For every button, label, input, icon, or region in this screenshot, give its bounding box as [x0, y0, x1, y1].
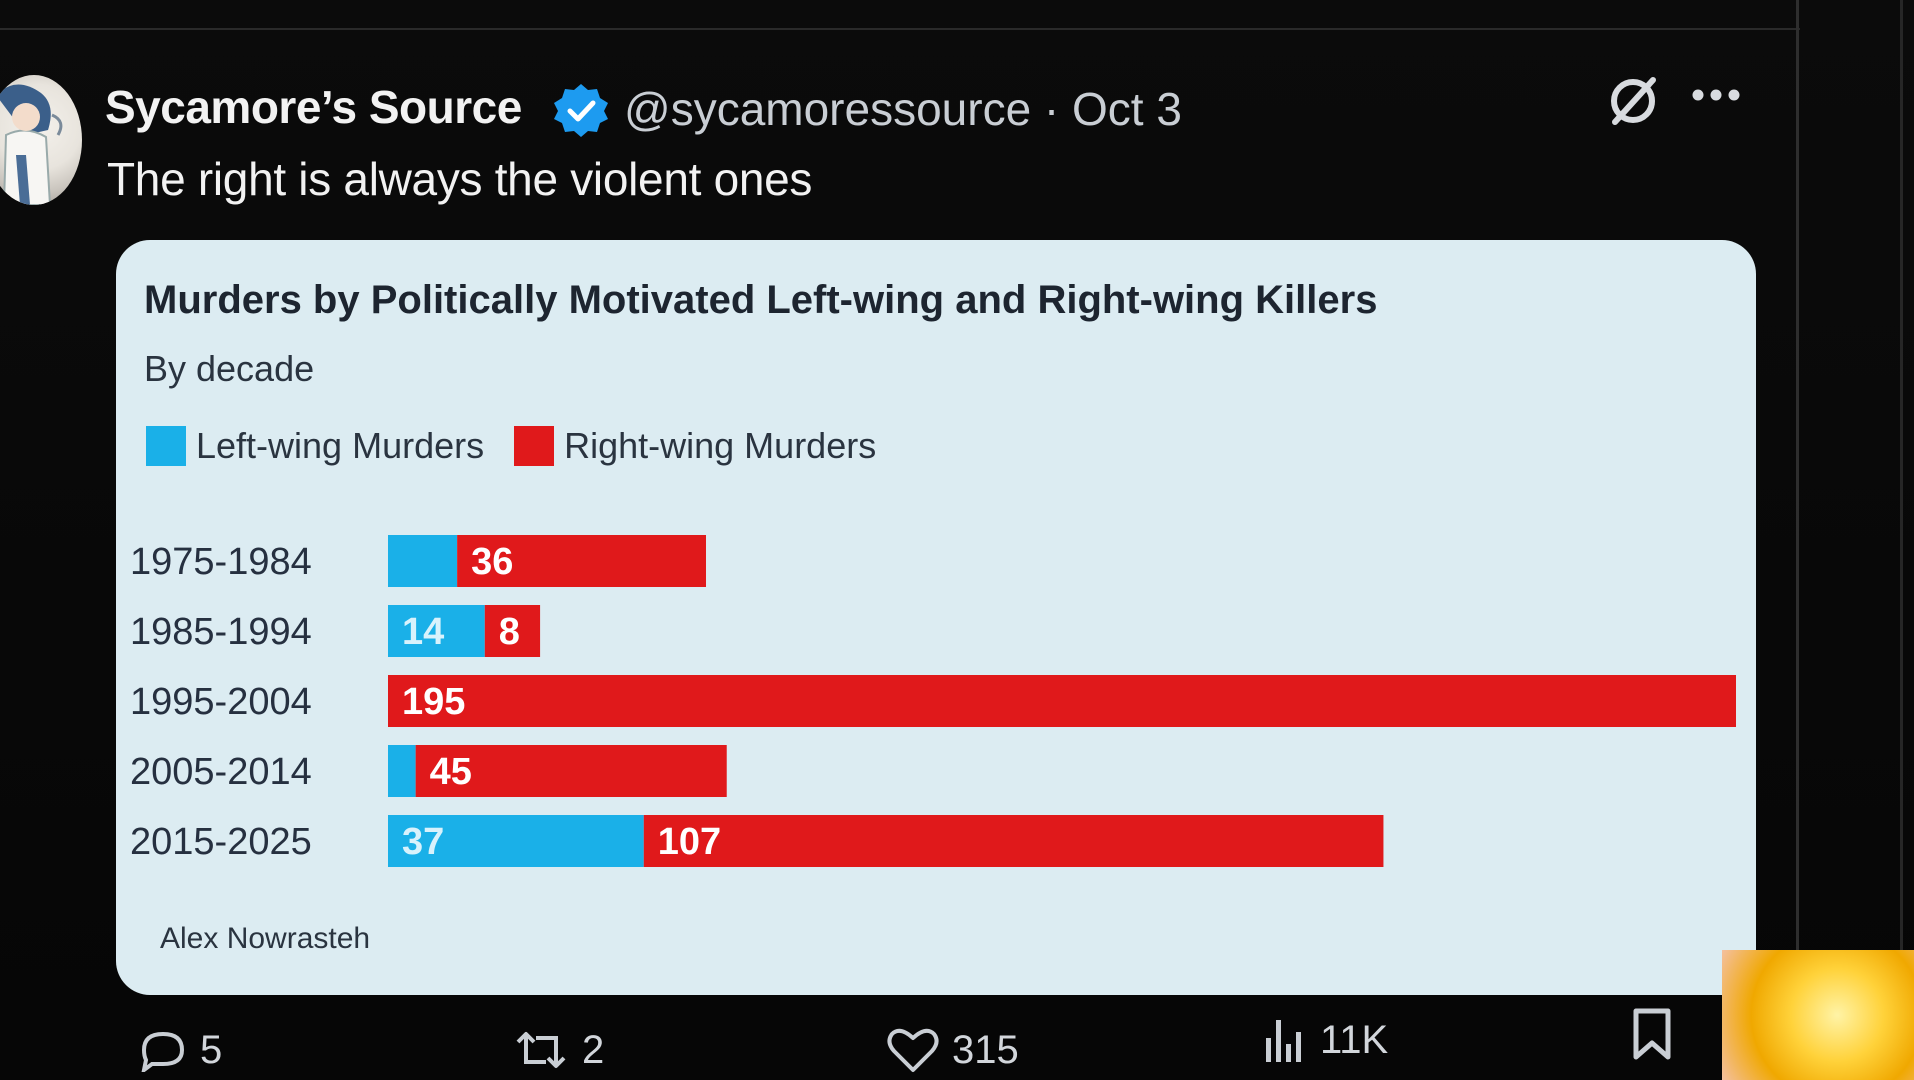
- bookmark-button[interactable]: [1632, 1004, 1672, 1064]
- data-label-left-wing: 37: [402, 821, 444, 863]
- bar-chart: 1975-1984 36 1985-1994 14 8 1995-2004 195 2005-…: [130, 535, 1736, 867]
- category-label: 2015-2025: [130, 821, 312, 863]
- bar-right-wing: [484, 605, 541, 657]
- repost-icon: [516, 1032, 566, 1068]
- handle-and-date[interactable]: @sycamoressource · Oct 3: [624, 83, 1182, 135]
- category-label: 1975-1984: [130, 541, 312, 583]
- avatar[interactable]: [0, 75, 82, 205]
- legend-item-left-wing: Left-wing Murders: [146, 425, 484, 467]
- like-count: 315: [952, 1027, 1019, 1072]
- data-label-right-wing: 45: [430, 751, 472, 793]
- reply-count: 5: [200, 1027, 223, 1072]
- data-label-right-wing: 8: [499, 611, 520, 653]
- data-label-left-wing: 14: [402, 611, 444, 653]
- bar-right-wing: [457, 535, 706, 587]
- column-divider: [1796, 0, 1799, 1080]
- legend-label-right-wing: Right-wing Murders: [564, 425, 877, 466]
- bar-left-wing: [388, 605, 485, 657]
- bar-left-wing: [388, 745, 416, 797]
- data-label-right-wing: 195: [402, 681, 465, 723]
- tweet-text: The right is always the violent ones: [107, 153, 813, 205]
- legend-label-left-wing: Left-wing Murders: [196, 425, 485, 466]
- bar-right-wing: [388, 675, 1736, 727]
- repost-button[interactable]: 2: [512, 1020, 604, 1080]
- reply-button[interactable]: 5: [138, 1020, 222, 1080]
- sidebar-divider: [1900, 0, 1903, 1080]
- display-name[interactable]: Sycamore’s Source: [105, 81, 522, 133]
- bookmark-icon: [1633, 1008, 1671, 1060]
- bar-left-wing: [388, 815, 644, 867]
- view-count: 11K: [1320, 1017, 1389, 1062]
- views-icon: [1266, 1020, 1301, 1062]
- chart-legend: Left-wing Murders Right-wing Murders: [146, 425, 906, 467]
- grok-icon[interactable]: [1605, 72, 1661, 128]
- reply-icon: [141, 1031, 185, 1072]
- data-label-right-wing: 36: [471, 541, 513, 583]
- repost-count: 2: [582, 1027, 605, 1072]
- verified-badge-icon: [553, 82, 609, 138]
- chart-title: Murders by Politically Motivated Left-wi…: [144, 278, 1378, 322]
- bar-left-wing: [388, 535, 458, 587]
- category-label: 1995-2004: [130, 681, 312, 723]
- screen-glare: [1722, 950, 1914, 1080]
- top-divider: [0, 28, 1800, 30]
- views-button[interactable]: 11K: [1262, 1010, 1388, 1070]
- category-label: 1985-1994: [130, 611, 312, 653]
- legend-item-right-wing: Right-wing Murders: [514, 425, 876, 467]
- heart-icon: [887, 1028, 939, 1072]
- like-button[interactable]: 315: [886, 1020, 1019, 1080]
- bar-right-wing: [643, 815, 1384, 867]
- chart-card[interactable]: Murders by Politically Motivated Left-wi…: [116, 240, 1756, 995]
- data-label-right-wing: 107: [658, 821, 721, 863]
- legend-swatch-left-wing: [146, 426, 186, 466]
- more-options-icon[interactable]: [1690, 80, 1742, 110]
- chart-source: Alex Nowrasteh: [160, 922, 371, 955]
- bar-right-wing: [415, 745, 727, 797]
- category-label: 2005-2014: [130, 751, 312, 793]
- chart-subtitle: By decade: [144, 348, 315, 389]
- legend-swatch-right-wing: [514, 426, 555, 466]
